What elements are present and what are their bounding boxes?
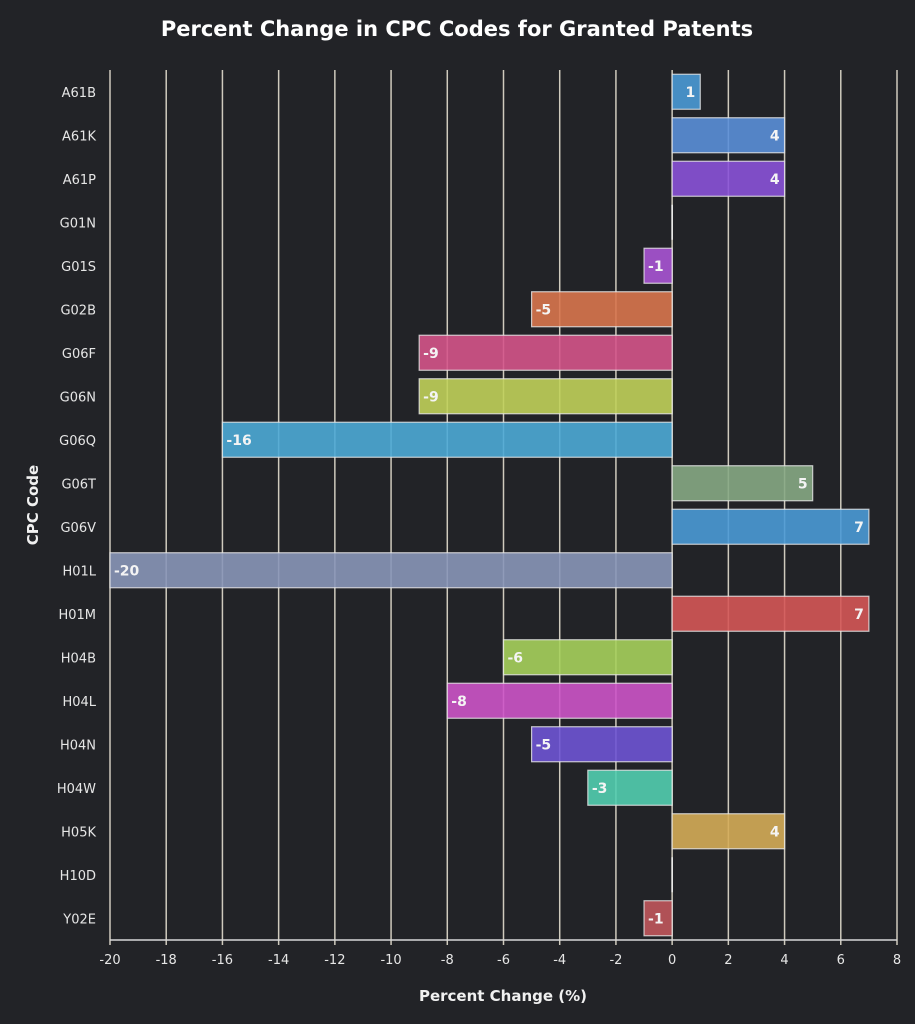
y-axis-label: CPC Code <box>24 465 42 545</box>
bars: 1 4 4 -1 -5 -9 -9 -16 5 7 -20 7 -6 -8 -5 -3 4 -1 <box>110 74 869 936</box>
x-tick-label: -8 <box>441 953 454 968</box>
bar <box>672 118 784 153</box>
bar <box>110 553 672 588</box>
y-tick-label: G02B <box>60 303 96 318</box>
y-tick-label: H04N <box>60 738 96 753</box>
y-tick-label: G06T <box>61 477 96 492</box>
bar <box>672 466 813 501</box>
x-axis-label: Percent Change (%) <box>419 987 587 1005</box>
data-label: 7 <box>854 520 864 536</box>
bar <box>504 640 673 675</box>
x-tick-label: -4 <box>553 953 566 968</box>
x-tick-label: -14 <box>268 953 289 968</box>
y-tick-label: Y02E <box>62 912 96 927</box>
data-label: 4 <box>770 172 780 188</box>
data-label: -20 <box>114 563 140 579</box>
bar <box>672 509 869 544</box>
y-tick-label: G01S <box>61 260 96 275</box>
data-label: -5 <box>536 302 552 318</box>
x-tick-label: -18 <box>156 953 177 968</box>
y-tick-label: H05K <box>61 825 96 840</box>
data-label: 5 <box>798 476 808 492</box>
bar <box>419 335 672 370</box>
data-label: 7 <box>854 607 864 623</box>
data-label: 1 <box>686 85 696 101</box>
data-label: -16 <box>226 433 251 449</box>
bar <box>672 596 869 631</box>
bar <box>419 379 672 414</box>
x-tick-label: 4 <box>780 953 788 968</box>
x-tick-labels: -20-18-16-14-12-10-8-6-4-202468 <box>99 953 901 968</box>
data-label: -9 <box>423 346 439 362</box>
x-tick-label: -20 <box>99 953 120 968</box>
y-tick-labels: A61B A61K A61P G01N G01S G02B G06F G06N G06Q G06T… <box>57 86 97 928</box>
y-tick-label: H04W <box>57 782 96 797</box>
chart-title: Percent Change in CPC Codes for Granted … <box>161 17 753 41</box>
x-tick-label: -2 <box>609 953 622 968</box>
y-tick-label: G06F <box>62 347 96 362</box>
y-tick-label: H10D <box>60 869 96 884</box>
y-tick-label: A61K <box>62 129 96 144</box>
y-tick-label: H01L <box>62 564 96 579</box>
x-tick-label: 0 <box>668 953 676 968</box>
data-label: 4 <box>770 128 780 144</box>
x-tick-label: 2 <box>724 953 732 968</box>
data-label: -8 <box>451 694 467 710</box>
data-label: -1 <box>648 911 664 927</box>
data-label: -5 <box>536 737 552 753</box>
data-label: -6 <box>508 650 524 666</box>
bar-chart: Percent Change in CPC Codes for Granted … <box>0 0 915 1024</box>
bar <box>672 161 784 196</box>
data-label: -9 <box>423 389 439 405</box>
data-label: -3 <box>592 781 608 797</box>
x-tick-label: -10 <box>380 953 401 968</box>
y-tick-label: G01N <box>60 216 96 231</box>
y-tick-label: G06V <box>60 521 96 536</box>
bar <box>222 422 672 457</box>
x-tick-label: -12 <box>324 953 345 968</box>
bar <box>532 727 673 762</box>
y-tick-label: H04B <box>61 651 96 666</box>
bar <box>672 814 784 849</box>
y-tick-label: H04L <box>62 695 96 710</box>
data-label: 4 <box>770 824 780 840</box>
y-tick-label: G06N <box>60 390 96 405</box>
x-tick-label: 6 <box>837 953 845 968</box>
y-tick-label: A61P <box>63 173 96 188</box>
x-tick-label: -16 <box>212 953 233 968</box>
data-label: -1 <box>648 259 664 275</box>
y-tick-label: G06Q <box>59 434 96 449</box>
x-tick-label: -6 <box>497 953 510 968</box>
y-tick-label: H01M <box>58 608 96 623</box>
y-tick-label: A61B <box>62 86 96 101</box>
bar <box>447 683 672 718</box>
bar <box>532 292 673 327</box>
x-tick-label: 8 <box>893 953 901 968</box>
